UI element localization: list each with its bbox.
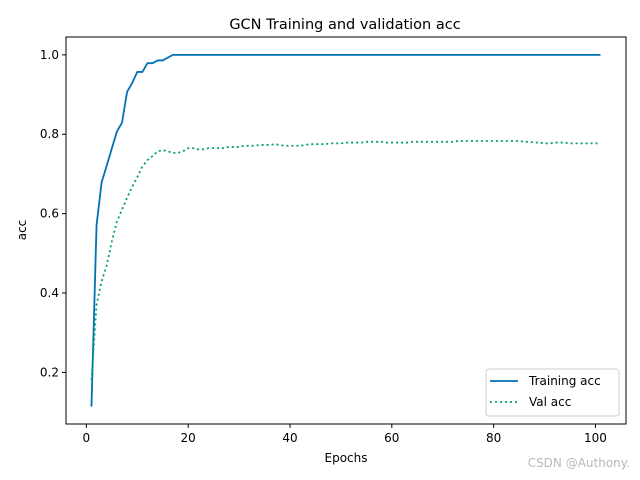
x-axis-ticks: 0 20 40 60 80 100 [83, 424, 607, 445]
x-tick-label: 80 [486, 431, 501, 445]
axes-frame [65, 36, 627, 425]
y-tick-label: 0.4 [40, 286, 59, 300]
plot-lines [90, 53, 601, 407]
y-axis-ticks: 0.2 0.4 0.6 0.8 1.0 [40, 48, 66, 379]
legend: Training acc Val acc [485, 368, 620, 417]
x-tick-label: 0 [83, 431, 91, 445]
chart-title: GCN Training and validation acc [229, 17, 460, 33]
y-tick-label: 1.0 [40, 48, 59, 62]
watermark: CSDN @Authony. [527, 456, 630, 470]
series-line-val-acc [90, 140, 601, 381]
x-tick-label: 100 [584, 431, 607, 445]
y-tick-label: 0.8 [40, 127, 59, 141]
x-tick-label: 40 [282, 431, 297, 445]
legend-label-training: Training acc [528, 374, 601, 388]
y-tick-label: 0.2 [40, 365, 59, 379]
x-tick-label: 20 [181, 431, 196, 445]
series-line-training-acc [90, 53, 601, 407]
x-tick-label: 60 [384, 431, 399, 445]
y-tick-label: 0.6 [40, 207, 59, 221]
legend-box [485, 368, 620, 417]
x-axis-label: Epochs [325, 451, 368, 465]
y-axis-label: acc [15, 220, 29, 241]
legend-label-val: Val acc [529, 395, 571, 409]
